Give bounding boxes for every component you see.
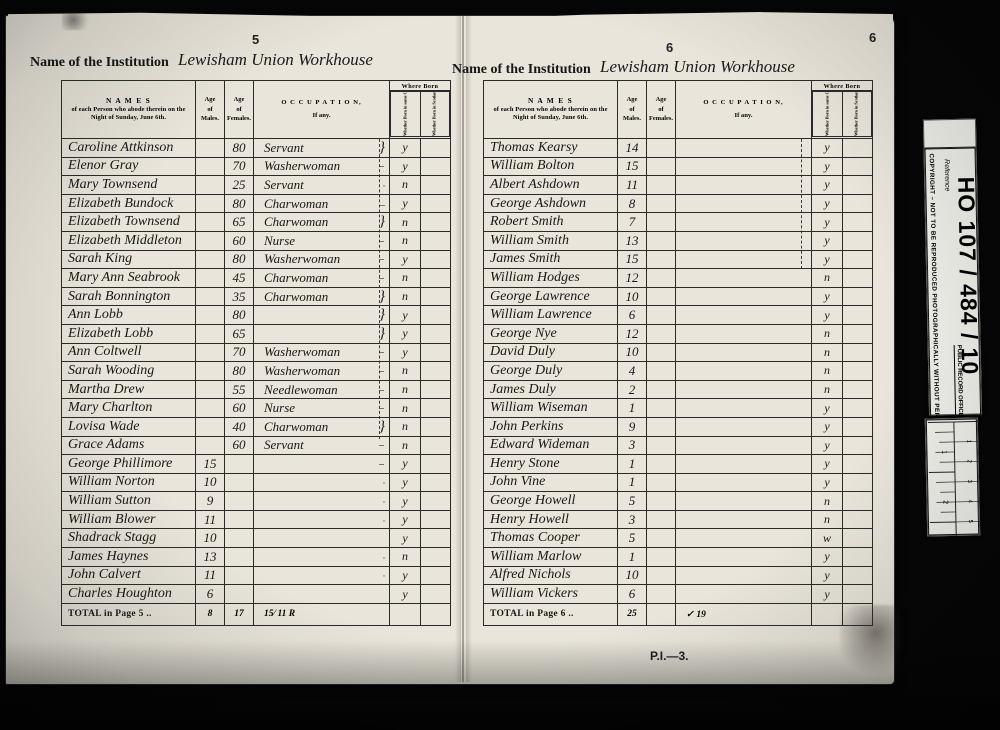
svg-text:3: 3 (966, 480, 972, 484)
svg-text:5: 5 (967, 520, 973, 524)
svg-text:2: 2 (966, 460, 972, 464)
svg-text:4: 4 (966, 500, 972, 504)
svg-text:1: 1 (940, 450, 947, 454)
svg-text:2: 2 (941, 500, 948, 504)
svg-text:1: 1 (965, 440, 971, 444)
